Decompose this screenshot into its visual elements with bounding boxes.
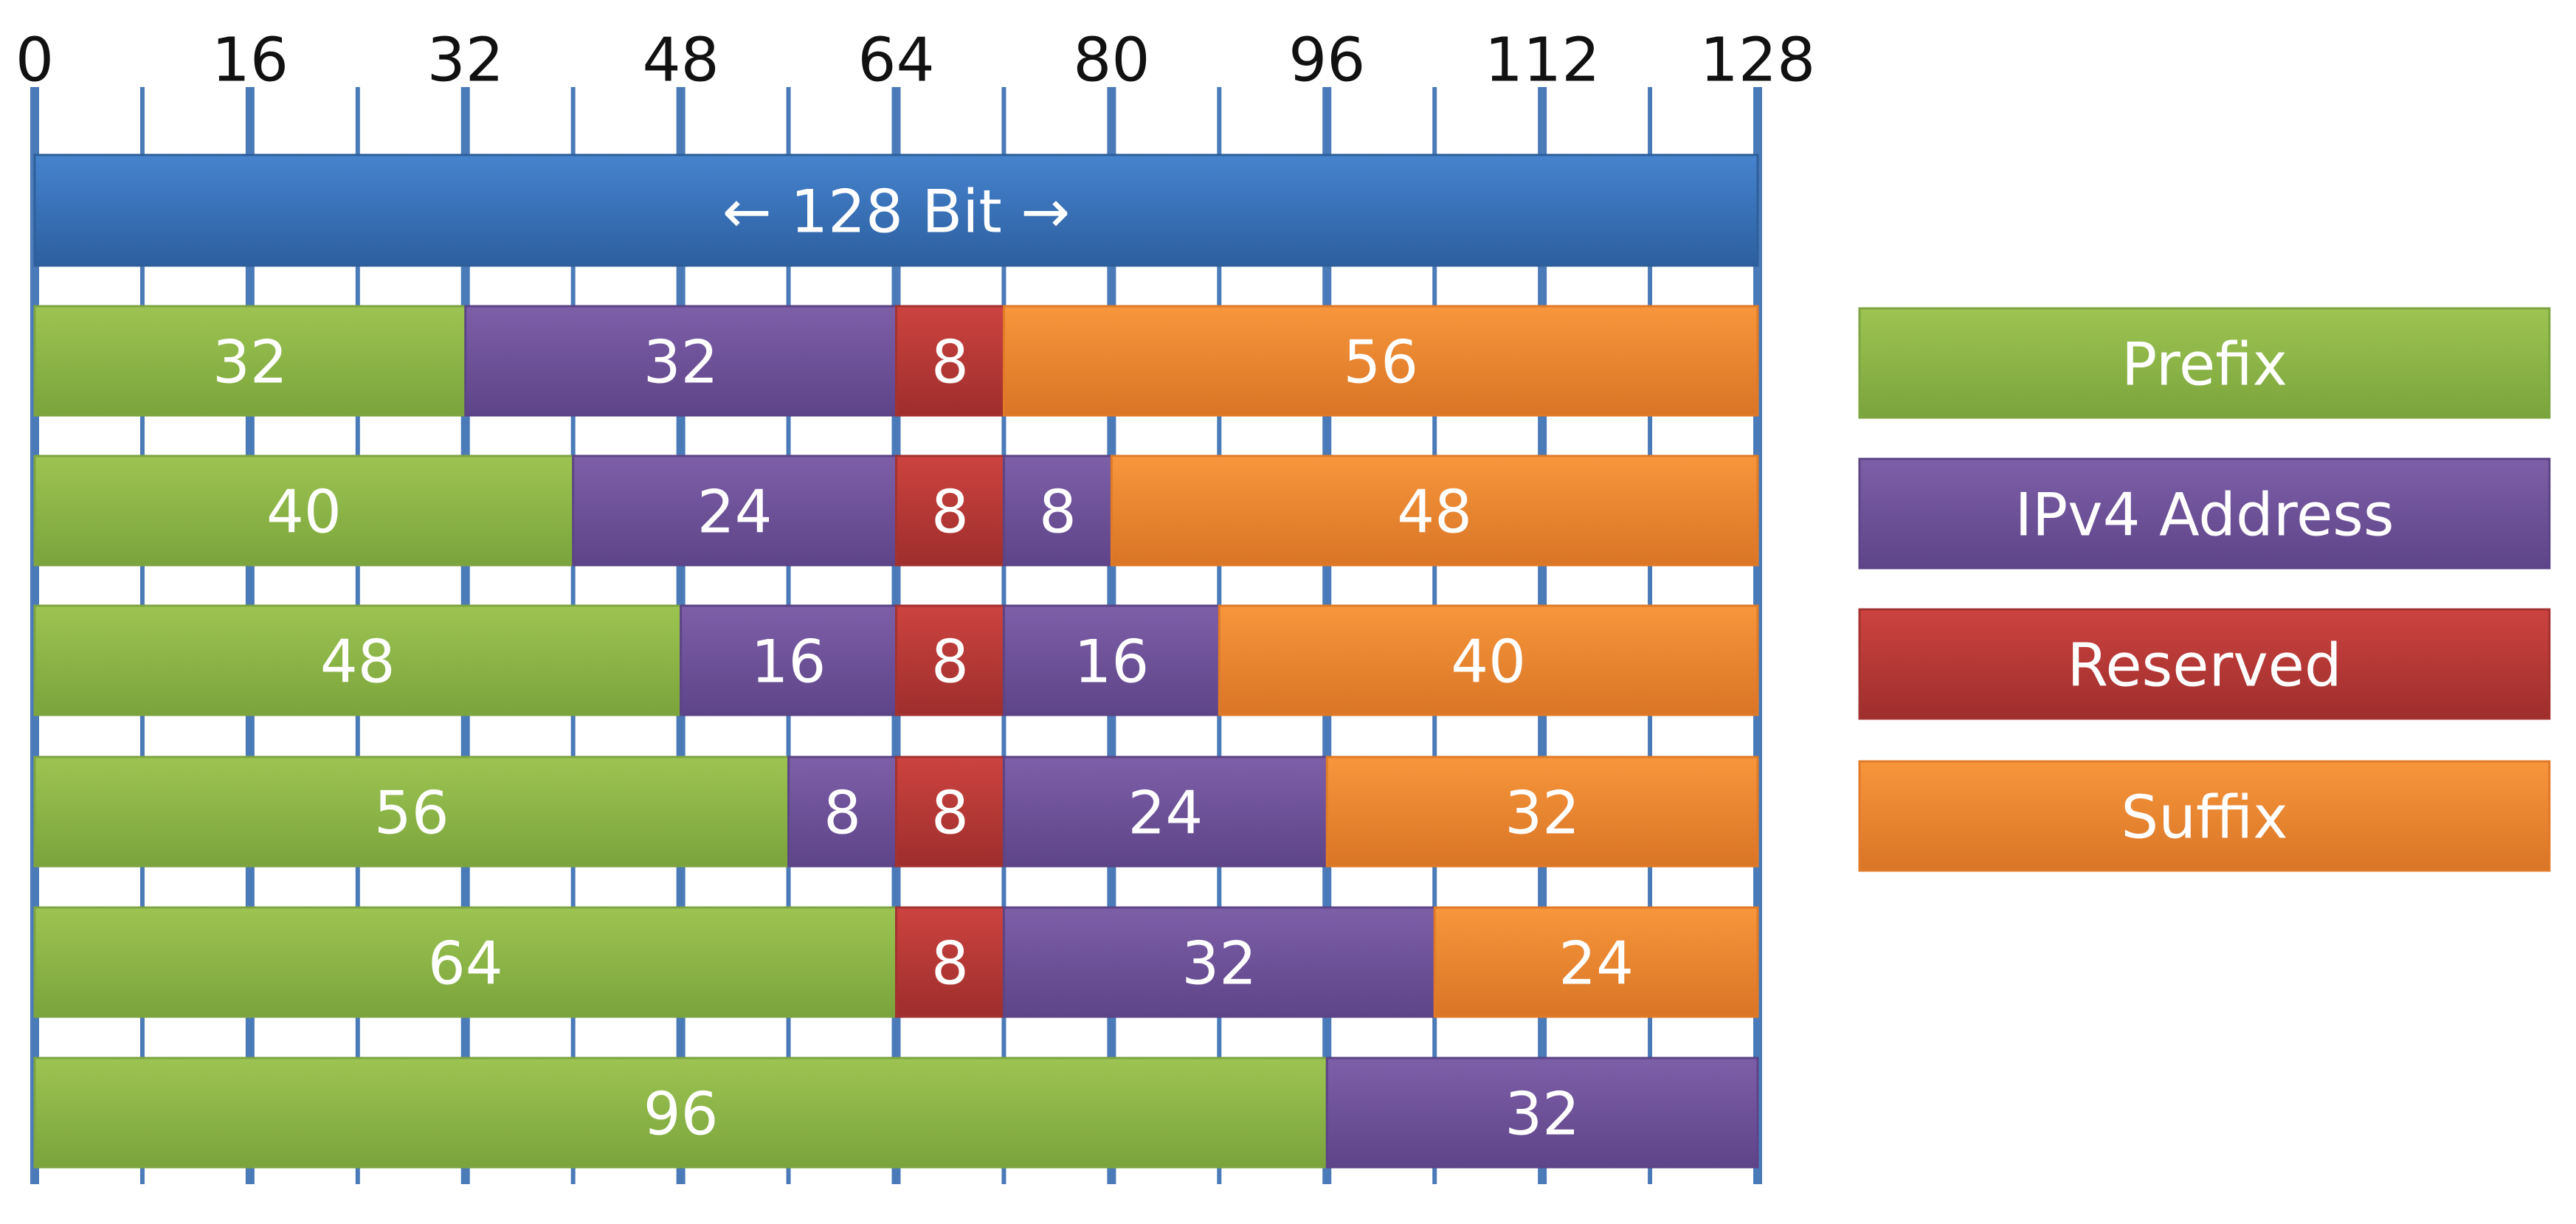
address-row: 64 8 32 24 bbox=[33, 906, 1759, 1018]
axis-tick-label: 32 bbox=[427, 26, 504, 96]
reserved-segment-label: 8 bbox=[931, 628, 969, 696]
legend-swatch bbox=[1858, 457, 2551, 570]
axis-tick-label: 96 bbox=[1288, 26, 1365, 96]
reserved-segment-label: 8 bbox=[931, 930, 969, 998]
address-rows: 32 32 8 56 40 24 8 8 48 48 16 8 16 40 56 8 8 24 32 64 8 32 24 9… bbox=[33, 305, 1759, 1169]
reserved-segment bbox=[895, 604, 1005, 716]
legend-label: Suffix bbox=[2121, 784, 2287, 852]
prefix-segment bbox=[33, 906, 897, 1018]
axis-tick-label: 0 bbox=[15, 26, 54, 96]
legend-swatch bbox=[1858, 307, 2551, 419]
legend-item-reserved: Reserved bbox=[1858, 608, 2551, 720]
axis-tick-label: 112 bbox=[1485, 26, 1600, 96]
axis-tick-label: 80 bbox=[1073, 26, 1150, 96]
suffix-segment-label: 56 bbox=[1343, 328, 1418, 397]
axis-tick-label: 64 bbox=[857, 26, 934, 96]
prefix-segment-label: 40 bbox=[266, 478, 342, 547]
ipv4-segment bbox=[787, 756, 897, 868]
ipv4-segment-label: 8 bbox=[1039, 478, 1077, 547]
prefix-segment-label: 96 bbox=[643, 1080, 719, 1149]
suffix-segment-label: 32 bbox=[1505, 779, 1580, 848]
reserved-segment-label: 8 bbox=[931, 779, 969, 848]
prefix-segment-label: 64 bbox=[428, 930, 503, 998]
legend-label: Prefix bbox=[2121, 331, 2287, 399]
suffix-segment bbox=[1002, 305, 1759, 417]
prefix-segment bbox=[33, 305, 467, 417]
ipv4-segment-label: 16 bbox=[751, 628, 826, 696]
legend-item-ipv4: IPv4 Address bbox=[1858, 457, 2551, 570]
legend-label: IPv4 Address bbox=[2014, 481, 2394, 550]
prefix-segment-label: 56 bbox=[374, 779, 449, 848]
ipv4-segment bbox=[464, 305, 897, 417]
prefix-segment-label: 48 bbox=[320, 628, 396, 696]
reserved-segment-label: 8 bbox=[931, 328, 969, 397]
ipv4-segment bbox=[680, 604, 897, 716]
legend-item-prefix: Prefix bbox=[1858, 307, 2551, 419]
ipv4-segment bbox=[1325, 1057, 1759, 1169]
reserved-segment bbox=[895, 906, 1005, 1018]
suffix-segment bbox=[1218, 604, 1759, 716]
suffix-segment-label: 40 bbox=[1451, 628, 1526, 696]
ipv4-segment-label: 8 bbox=[823, 779, 861, 848]
address-row: 32 32 8 56 bbox=[33, 305, 1759, 417]
axis-tick-label: 128 bbox=[1700, 26, 1816, 96]
reserved-segment-label: 8 bbox=[931, 478, 969, 547]
legend-label: Reserved bbox=[2067, 632, 2341, 700]
axis-tick-label: 48 bbox=[642, 26, 719, 96]
ipv4-segment-label: 24 bbox=[1128, 779, 1203, 848]
header-bar-group: ← 128 Bit → bbox=[33, 153, 1759, 267]
bit-axis-labels: 0 16 32 48 64 80 96 112 128 bbox=[15, 26, 1815, 96]
ipv4-segment bbox=[1002, 604, 1220, 716]
ipv4-segment-label: 32 bbox=[1505, 1080, 1580, 1149]
header-bar-label: ← 128 Bit → bbox=[722, 178, 1071, 246]
prefix-segment bbox=[33, 604, 683, 716]
ipv4-segment bbox=[572, 454, 897, 567]
ipv4-segment-label: 32 bbox=[1181, 930, 1257, 998]
suffix-segment-label: 48 bbox=[1397, 478, 1472, 547]
prefix-segment bbox=[33, 1057, 1328, 1169]
address-row: 56 8 8 24 32 bbox=[33, 756, 1759, 868]
legend-swatch bbox=[1858, 608, 2551, 720]
legend: Prefix IPv4 Address Reserved Suffix bbox=[1858, 307, 2551, 872]
header-bar bbox=[33, 153, 1759, 267]
prefix-segment-label: 32 bbox=[213, 328, 288, 397]
prefix-segment bbox=[33, 756, 790, 868]
suffix-segment bbox=[1433, 906, 1759, 1018]
ipv4-segment-label: 16 bbox=[1074, 628, 1149, 696]
suffix-segment bbox=[1110, 454, 1759, 567]
legend-swatch bbox=[1858, 760, 2551, 872]
legend-item-suffix: Suffix bbox=[1858, 760, 2551, 872]
ipv4-segment-label: 32 bbox=[643, 328, 719, 397]
address-row: 40 24 8 8 48 bbox=[33, 454, 1759, 567]
suffix-segment bbox=[1325, 756, 1759, 868]
suffix-segment-label: 24 bbox=[1558, 930, 1634, 998]
ipv4-segment bbox=[1002, 454, 1113, 567]
axis-tick-label: 16 bbox=[212, 26, 289, 96]
ipv4-segment-label: 24 bbox=[697, 478, 773, 547]
reserved-segment bbox=[895, 305, 1005, 417]
prefix-segment bbox=[33, 454, 575, 567]
ipv4-segment bbox=[1002, 906, 1436, 1018]
address-row: 96 32 bbox=[33, 1057, 1759, 1169]
address-row: 48 16 8 16 40 bbox=[33, 604, 1759, 716]
